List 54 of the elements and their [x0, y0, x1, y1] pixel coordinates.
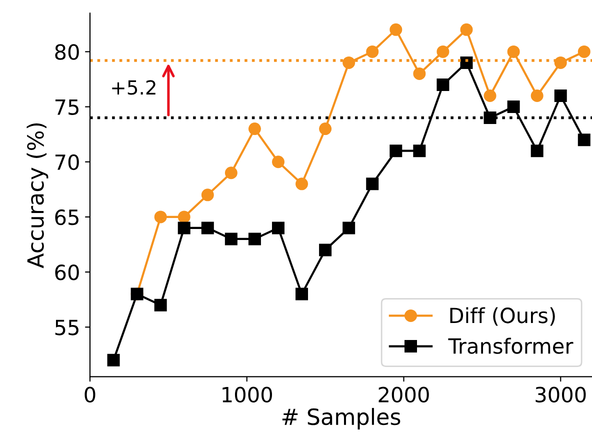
legend-label: Transformer: [448, 338, 574, 354]
point: [296, 178, 308, 190]
point: [413, 144, 426, 158]
point: [460, 56, 473, 69]
x-tick-label: 1000: [222, 386, 272, 403]
point: [366, 178, 379, 190]
point: [224, 232, 238, 246]
legend-label: Diff (Ours): [450, 307, 555, 326]
point: [154, 210, 167, 224]
point: [390, 144, 402, 158]
point: [154, 298, 167, 312]
point: [460, 23, 473, 36]
point: [201, 188, 214, 202]
point: [554, 56, 567, 69]
y-tick-label: 65: [55, 209, 78, 226]
point: [272, 156, 284, 168]
point: [530, 144, 544, 158]
y-tick-label: 75: [55, 100, 78, 115]
annotation: +5.2: [112, 80, 156, 95]
y-tick-label: 80: [55, 44, 79, 60]
point: [224, 166, 238, 180]
x-axis-title: # Samples: [282, 408, 400, 430]
x-tick-label: 2000: [378, 386, 429, 403]
point: [248, 122, 261, 136]
point: [507, 100, 520, 114]
point: [390, 23, 402, 36]
point: [436, 78, 450, 91]
point: [319, 244, 332, 256]
point: [366, 45, 379, 58]
point: [578, 134, 590, 146]
point: [554, 90, 567, 102]
x-tick-label: 0: [84, 386, 96, 403]
point: [484, 112, 496, 124]
point: [507, 45, 520, 58]
point: [342, 56, 356, 69]
point: [530, 90, 544, 102]
point: [578, 45, 590, 58]
y-tick-label: 70: [55, 154, 79, 170]
point: [107, 354, 120, 366]
point: [413, 67, 426, 80]
point: [178, 222, 190, 234]
point: [436, 45, 450, 58]
point: [272, 222, 284, 234]
point: [342, 222, 356, 234]
y-tick-label: 55: [55, 320, 78, 336]
point: [178, 210, 190, 224]
point: [296, 288, 308, 300]
point: [319, 122, 332, 136]
y-tick-label: 60: [55, 264, 79, 280]
point: [201, 222, 214, 234]
point: [484, 90, 496, 102]
x-tick-label: 3000: [536, 386, 586, 403]
point: [248, 232, 261, 246]
y-axis-title: Accuracy (%): [26, 123, 48, 268]
